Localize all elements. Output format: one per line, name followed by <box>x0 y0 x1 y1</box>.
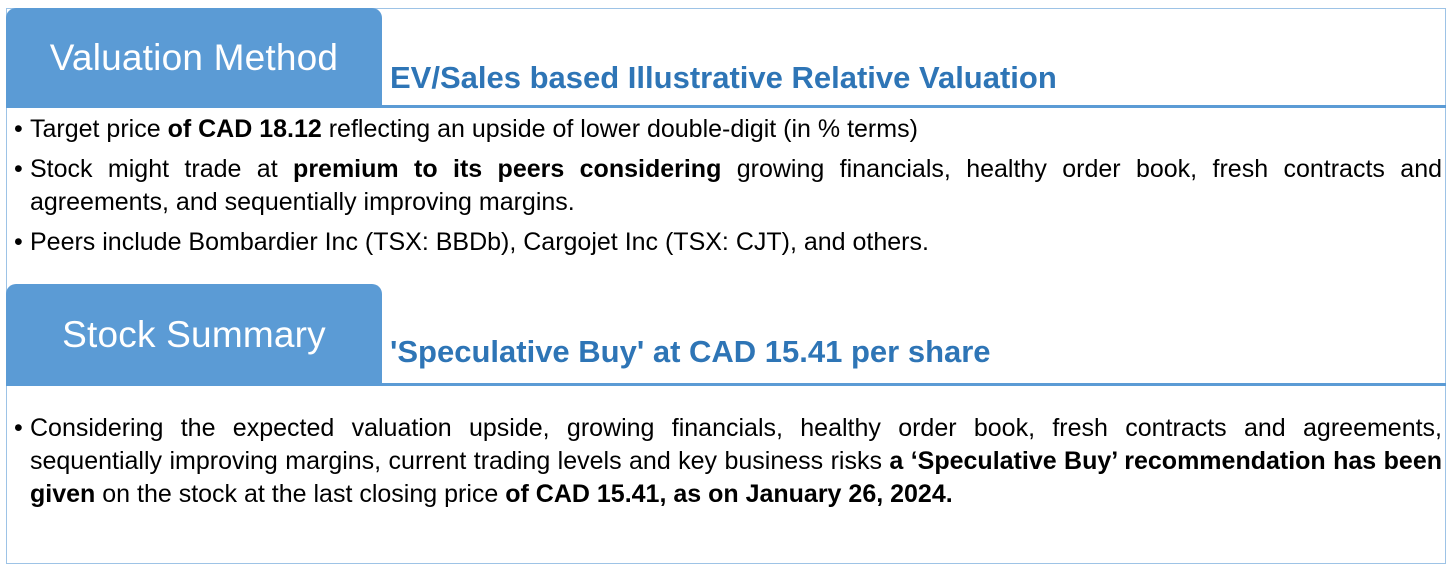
bullet-bold-text: premium to its peers considering <box>293 155 722 183</box>
valuation-divider <box>6 105 1446 108</box>
valuation-section: Valuation Method EV/Sales based Illustra… <box>6 8 1446 288</box>
bullet-text: growing financials, healthy order book, … <box>30 155 1443 216</box>
bullet-bold-text: a ‘Speculative Buy’ recommendation has b… <box>30 447 1442 508</box>
list-item: Target price of CAD 18.12 reflecting an … <box>14 113 1442 146</box>
list-item: Considering the expected valuation upsid… <box>14 412 1442 511</box>
stock-summary-label: Stock Summary <box>62 313 326 355</box>
bullet-text: Target price <box>30 115 168 143</box>
bullet-text: reflecting an upside of lower double-dig… <box>321 115 918 143</box>
valuation-method-label: Valuation Method <box>49 36 339 78</box>
summary-bullets: Considering the expected valuation upsid… <box>14 412 1442 518</box>
valuation-subtitle: EV/Sales based Illustrative Relative Val… <box>390 60 1057 95</box>
bullet-text: on the stock at the last closing price <box>95 480 506 508</box>
bullet-text: Peers include Bombardier Inc (TSX: BBDb)… <box>30 228 929 256</box>
valuation-bullets: Target price of CAD 18.12 reflecting an … <box>14 113 1442 266</box>
list-item: Stock might trade at premium to its peer… <box>14 153 1442 219</box>
summary-divider <box>6 383 1446 386</box>
bullet-bold-text: of CAD 15.41, as on January 26, 2024. <box>505 480 953 508</box>
bullet-bold-text: of CAD 18.12 <box>167 115 322 143</box>
content-frame <box>6 8 1446 564</box>
valuation-method-tab: Valuation Method <box>6 8 382 107</box>
stock-summary-tab: Stock Summary <box>6 284 382 385</box>
list-item: Peers include Bombardier Inc (TSX: BBDb)… <box>14 226 1442 259</box>
summary-subtitle: 'Speculative Buy' at CAD 15.41 per share <box>390 334 991 369</box>
bullet-text: Stock might trade at <box>30 155 294 183</box>
summary-section: Stock Summary 'Speculative Buy' at CAD 1… <box>6 284 1446 564</box>
bullet-text: Considering the expected valuation upsid… <box>30 414 1442 475</box>
